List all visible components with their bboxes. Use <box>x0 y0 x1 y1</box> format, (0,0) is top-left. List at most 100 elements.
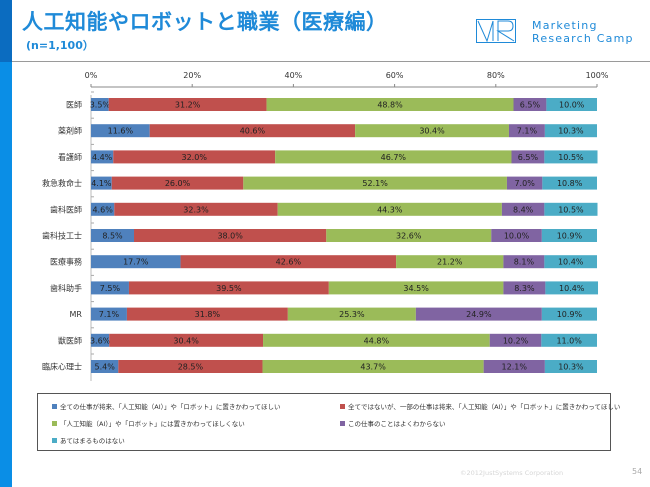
data-label: 32.3% <box>183 205 209 214</box>
data-label: 4.1% <box>91 179 112 188</box>
bar-segment <box>91 255 181 269</box>
data-label: 28.5% <box>178 363 204 372</box>
legend-label: 全てではないが、一部の仕事は将来、「人工知能（AI）」や「ロボット」に置きかわっ… <box>348 403 621 411</box>
data-label: 10.5% <box>558 153 584 162</box>
data-label: 31.8% <box>195 310 221 319</box>
bar-segment <box>180 255 397 269</box>
data-label: 8.5% <box>102 232 123 241</box>
data-label: 25.3% <box>339 310 365 319</box>
data-label: 7.1% <box>517 127 538 136</box>
bar-segment <box>266 98 514 111</box>
category-label: 医師 <box>66 100 82 110</box>
bar-segment <box>91 360 119 373</box>
legend-label: 全ての仕事が将来、「人工知能（AI）」や「ロボット」に置きかわってほしい <box>60 403 281 411</box>
page-number: 54 <box>632 467 643 476</box>
data-label: 6.5% <box>518 153 539 162</box>
category-label: 看護師 <box>58 152 82 162</box>
bar-segment <box>91 98 109 111</box>
data-label: 12.1% <box>502 363 528 372</box>
bar-segment <box>91 124 150 138</box>
data-label: 3.6% <box>90 336 111 345</box>
bar-segment <box>108 98 267 111</box>
bar-segment <box>483 360 545 373</box>
bar-segment <box>544 360 597 373</box>
bar-segment <box>508 124 545 138</box>
bar-segment <box>111 176 244 190</box>
data-label: 21.2% <box>437 258 463 267</box>
copyright-text: ©2012JustSystems Corporation <box>460 469 564 477</box>
legend-swatch <box>52 437 57 443</box>
legend-swatch <box>340 420 345 426</box>
data-label: 6.5% <box>520 101 541 110</box>
data-label: 10.9% <box>557 232 583 241</box>
category-label: 歯科助手 <box>50 283 82 293</box>
bar-segment <box>511 150 545 164</box>
brand-line-2: Research Camp <box>532 32 634 45</box>
category-label: MR <box>70 310 83 319</box>
bar-segment <box>91 150 114 164</box>
x-tick-label: 60% <box>386 71 404 80</box>
bar-segment <box>275 150 512 164</box>
legend-item-5: あてはまるものはない <box>52 435 125 445</box>
legend-label: 「人工知能（AI）」や「ロボット」には置きかわってほしくない <box>60 420 245 428</box>
data-label: 34.5% <box>403 284 429 293</box>
bar-segment <box>109 333 264 347</box>
data-label: 10.8% <box>557 179 583 188</box>
data-label: 42.6% <box>276 258 302 267</box>
bar-segment <box>326 229 492 242</box>
bar-segment <box>542 176 597 190</box>
data-label: 30.4% <box>173 336 199 345</box>
mr-logo-icon <box>476 19 516 43</box>
category-label: 救急救命士 <box>42 178 82 188</box>
x-tick-label: 20% <box>183 71 201 80</box>
bar-segment <box>91 281 129 295</box>
bar-segment <box>134 229 327 242</box>
legend-swatch <box>52 403 57 409</box>
bar-segment <box>544 255 597 269</box>
bar-segment <box>149 124 356 138</box>
data-label: 10.4% <box>558 258 584 267</box>
category-label: 臨床心理士 <box>42 362 82 372</box>
data-label: 10.5% <box>558 205 584 214</box>
bar-segment <box>287 307 416 321</box>
legend-label: あてはまるものはない <box>60 437 125 445</box>
bar-segment <box>243 176 507 190</box>
bar-segment <box>114 202 278 216</box>
data-label: 44.8% <box>364 336 390 345</box>
bar-segment <box>328 281 504 295</box>
data-label: 31.2% <box>175 101 201 110</box>
legend-item-3: 「人工知能（AI）」や「ロボット」には置きかわってほしくない <box>52 418 245 428</box>
stacked-bar-chart: 0% 20% 40% 60% 80% 100% 医師 3.5% 31.2% 48.8% 6.5% 10… <box>42 71 609 381</box>
data-label: 10.3% <box>558 363 584 372</box>
data-label: 10.4% <box>559 284 585 293</box>
data-label: 11.0% <box>556 336 582 345</box>
bar-segment <box>501 202 545 216</box>
legend-swatch <box>340 403 345 409</box>
bar-segment <box>513 98 547 111</box>
bar-segment <box>126 307 288 321</box>
bar-segment <box>277 202 502 216</box>
bar-segment <box>91 307 127 321</box>
sidebar-accent-bottom <box>0 62 12 487</box>
bar-segment <box>91 333 110 347</box>
bar-segment <box>113 150 276 164</box>
data-label: 10.3% <box>558 127 584 136</box>
data-label: 4.6% <box>92 205 113 214</box>
bar-segment <box>91 202 115 216</box>
x-tick-label: 80% <box>487 71 505 80</box>
data-label: 10.0% <box>559 101 585 110</box>
x-tick-label: 40% <box>285 71 303 80</box>
bar-segment <box>546 98 597 111</box>
data-label: 52.1% <box>362 179 388 188</box>
bar-segment <box>541 333 597 347</box>
data-label: 7.0% <box>514 179 535 188</box>
sample-size-label: (n=1,100） <box>26 39 94 52</box>
data-label: 4.4% <box>92 153 113 162</box>
bar-segment <box>415 307 542 321</box>
bar-segment <box>544 202 598 216</box>
legend-item-2: 全てではないが、一部の仕事は将来、「人工知能（AI）」や「ロボット」に置きかわっ… <box>340 401 620 411</box>
brand-name: Marketing Research Camp <box>532 19 634 45</box>
bar-segment <box>355 124 509 138</box>
category-label: 歯科技工士 <box>42 231 82 241</box>
bar-segment <box>118 360 263 373</box>
